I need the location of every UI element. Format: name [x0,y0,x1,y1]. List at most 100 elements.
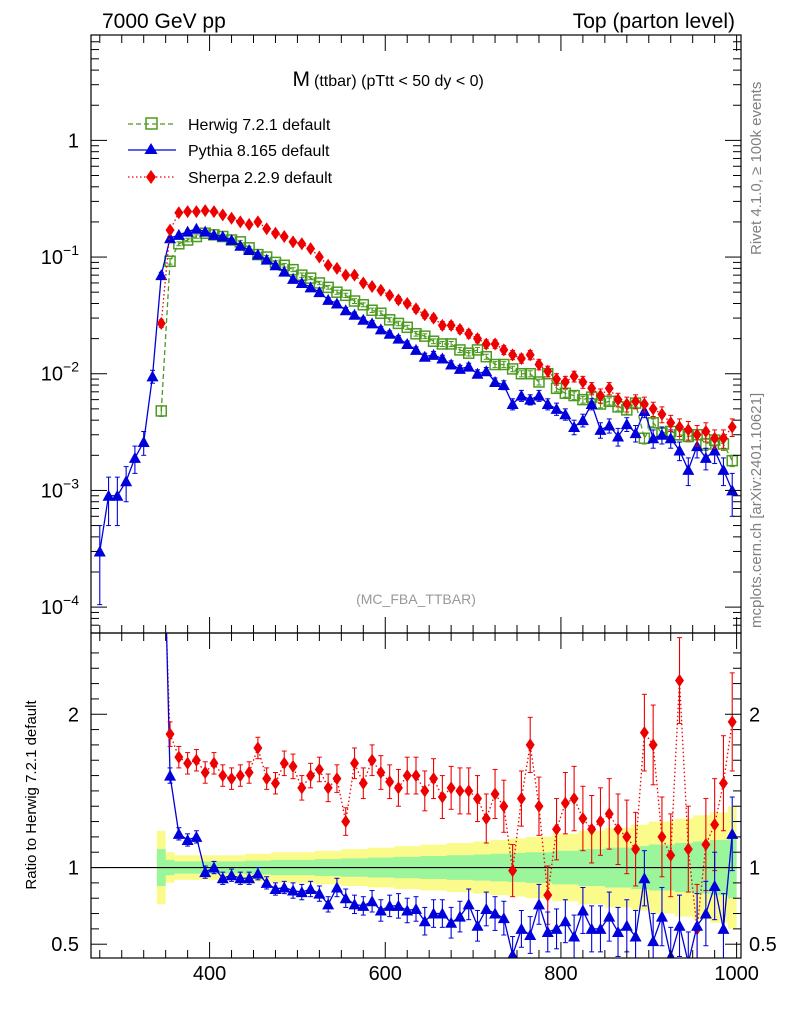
main-pythia-point [480,365,493,377]
ratio-pythia-point [489,907,502,919]
ratio-sherpa-point [560,796,570,810]
ratio-sherpa-point [604,807,614,821]
main-sherpa-point [367,279,377,293]
main-pythia-point [550,402,563,414]
main-sherpa-point [595,389,605,403]
plot-title-sub: (ttbar) (pTtt < 50 dy < 0) [314,73,484,90]
ratio-pythia-point [612,925,625,937]
ratio-sherpa-point [165,727,175,741]
ratio-pythia-point [216,872,229,884]
main-sherpa-point [587,381,597,395]
main-sherpa-point [174,206,184,220]
main-pythia-point [629,427,642,439]
main-pythia-point [348,308,361,320]
ratio-pythia-point [638,872,651,884]
main-sherpa-point [710,431,720,445]
ratio-sherpa-point [437,790,447,804]
ratio-sherpa-point [569,792,579,806]
main-sherpa-point [393,293,403,307]
main-pythia-point [278,265,291,277]
ratio-pythia-point [330,881,343,893]
main-sherpa-point [639,397,649,411]
ratio-pythia-point [278,881,291,893]
main-sherpa-point [341,268,351,282]
ratio-pythia-point [260,876,273,888]
legend-herwig-label: Herwig 7.2.1 default [188,117,331,134]
main-pythia-point [489,375,502,387]
main-pythia-point [664,432,677,444]
x-tick-label: 1000 [714,963,759,985]
ratio-sherpa-point [420,784,430,798]
legend-sherpa-label: Sherpa 2.2.9 default [188,170,333,187]
ratio-axis-layer: 0.5 0.5 1 1 2 2 400 600 800 1000 [51,632,777,985]
ratio-sherpa-point [314,762,324,776]
ratio-pythia-point [427,907,440,919]
ratio-y-tick-label-left: 2 [68,704,79,726]
main-herwig-point [331,286,343,298]
ratio-y-tick-label-right: 2 [749,704,760,726]
ratio-y-axis-label: Ratio to Herwig 7.2.1 default [23,700,40,890]
ratio-pythia-point [691,919,704,931]
main-pythia-point [383,327,396,339]
main-y-tick-label: 10−2 [41,359,79,386]
main-sherpa-point [297,237,307,251]
main-pythia-point [366,317,379,329]
ratio-sherpa-point [376,766,386,780]
ratio-series-layer [164,633,739,958]
main-pythia-point [673,444,686,456]
main-pythia-point [594,423,607,435]
main-herwig-point [427,335,440,347]
ratio-sherpa-point [446,781,456,795]
ratio-y-tick-label-right: 1 [749,858,760,880]
legend-herwig-marker [145,117,158,130]
ratio-pythia-point [348,898,361,910]
ratio-sherpa-point [429,772,439,786]
main-sherpa-point [218,208,228,222]
main-pythia-point [647,432,660,444]
x-tick-label: 400 [193,963,226,985]
main-pythia-point [532,389,545,401]
x-tick-label: 800 [544,963,577,985]
ratio-pythia-point [207,861,220,873]
main-sherpa-point [262,222,272,236]
ratio-sherpa-point [499,799,509,813]
main-pythia-point [682,463,695,475]
ratio-sherpa-point [639,726,649,740]
main-herwig-point [489,358,501,371]
main-sherpa-point [552,372,562,386]
main-pythia-point [568,420,581,432]
ratio-pythia-point [269,883,282,895]
main-herwig-point [524,367,536,380]
main-sherpa-point [209,205,219,219]
ratio-sherpa-point [393,781,403,795]
main-pythia-point [295,276,308,288]
main-pythia-point [462,360,475,372]
main-sherpa-point [455,322,465,336]
ratio-pythia-point [357,899,370,911]
ratio-pythia-point [603,910,616,922]
legend-pythia-label: Pythia 8.165 default [188,143,330,160]
ratio-pythia-point [507,948,518,958]
main-herwig-point [383,314,396,326]
main-pythia-point [374,323,387,335]
main-sherpa-point [613,393,623,407]
ratio-pythia-point [304,883,317,895]
ratio-sherpa-point [191,753,201,767]
ratio-pythia-point [524,929,537,941]
main-sherpa-point [464,327,474,341]
ratio-sherpa-point [516,792,526,806]
main-pythia-point [234,239,247,251]
x-tick-label: 600 [369,963,402,985]
main-pythia-point [524,393,537,405]
main-pythia-point [436,352,449,364]
plot-title-main: M [293,68,311,91]
main-sherpa-point [270,226,280,240]
main-sherpa-point [323,258,333,272]
ratio-pythia-point [366,895,379,907]
ratio-pythia-point [445,916,458,928]
ratio-pythia-point [190,830,203,842]
ratio-pythia-point [655,910,668,922]
main-pythia-point [699,451,712,463]
main-pythia-point [410,343,422,355]
ratio-pythia-point [515,922,528,934]
